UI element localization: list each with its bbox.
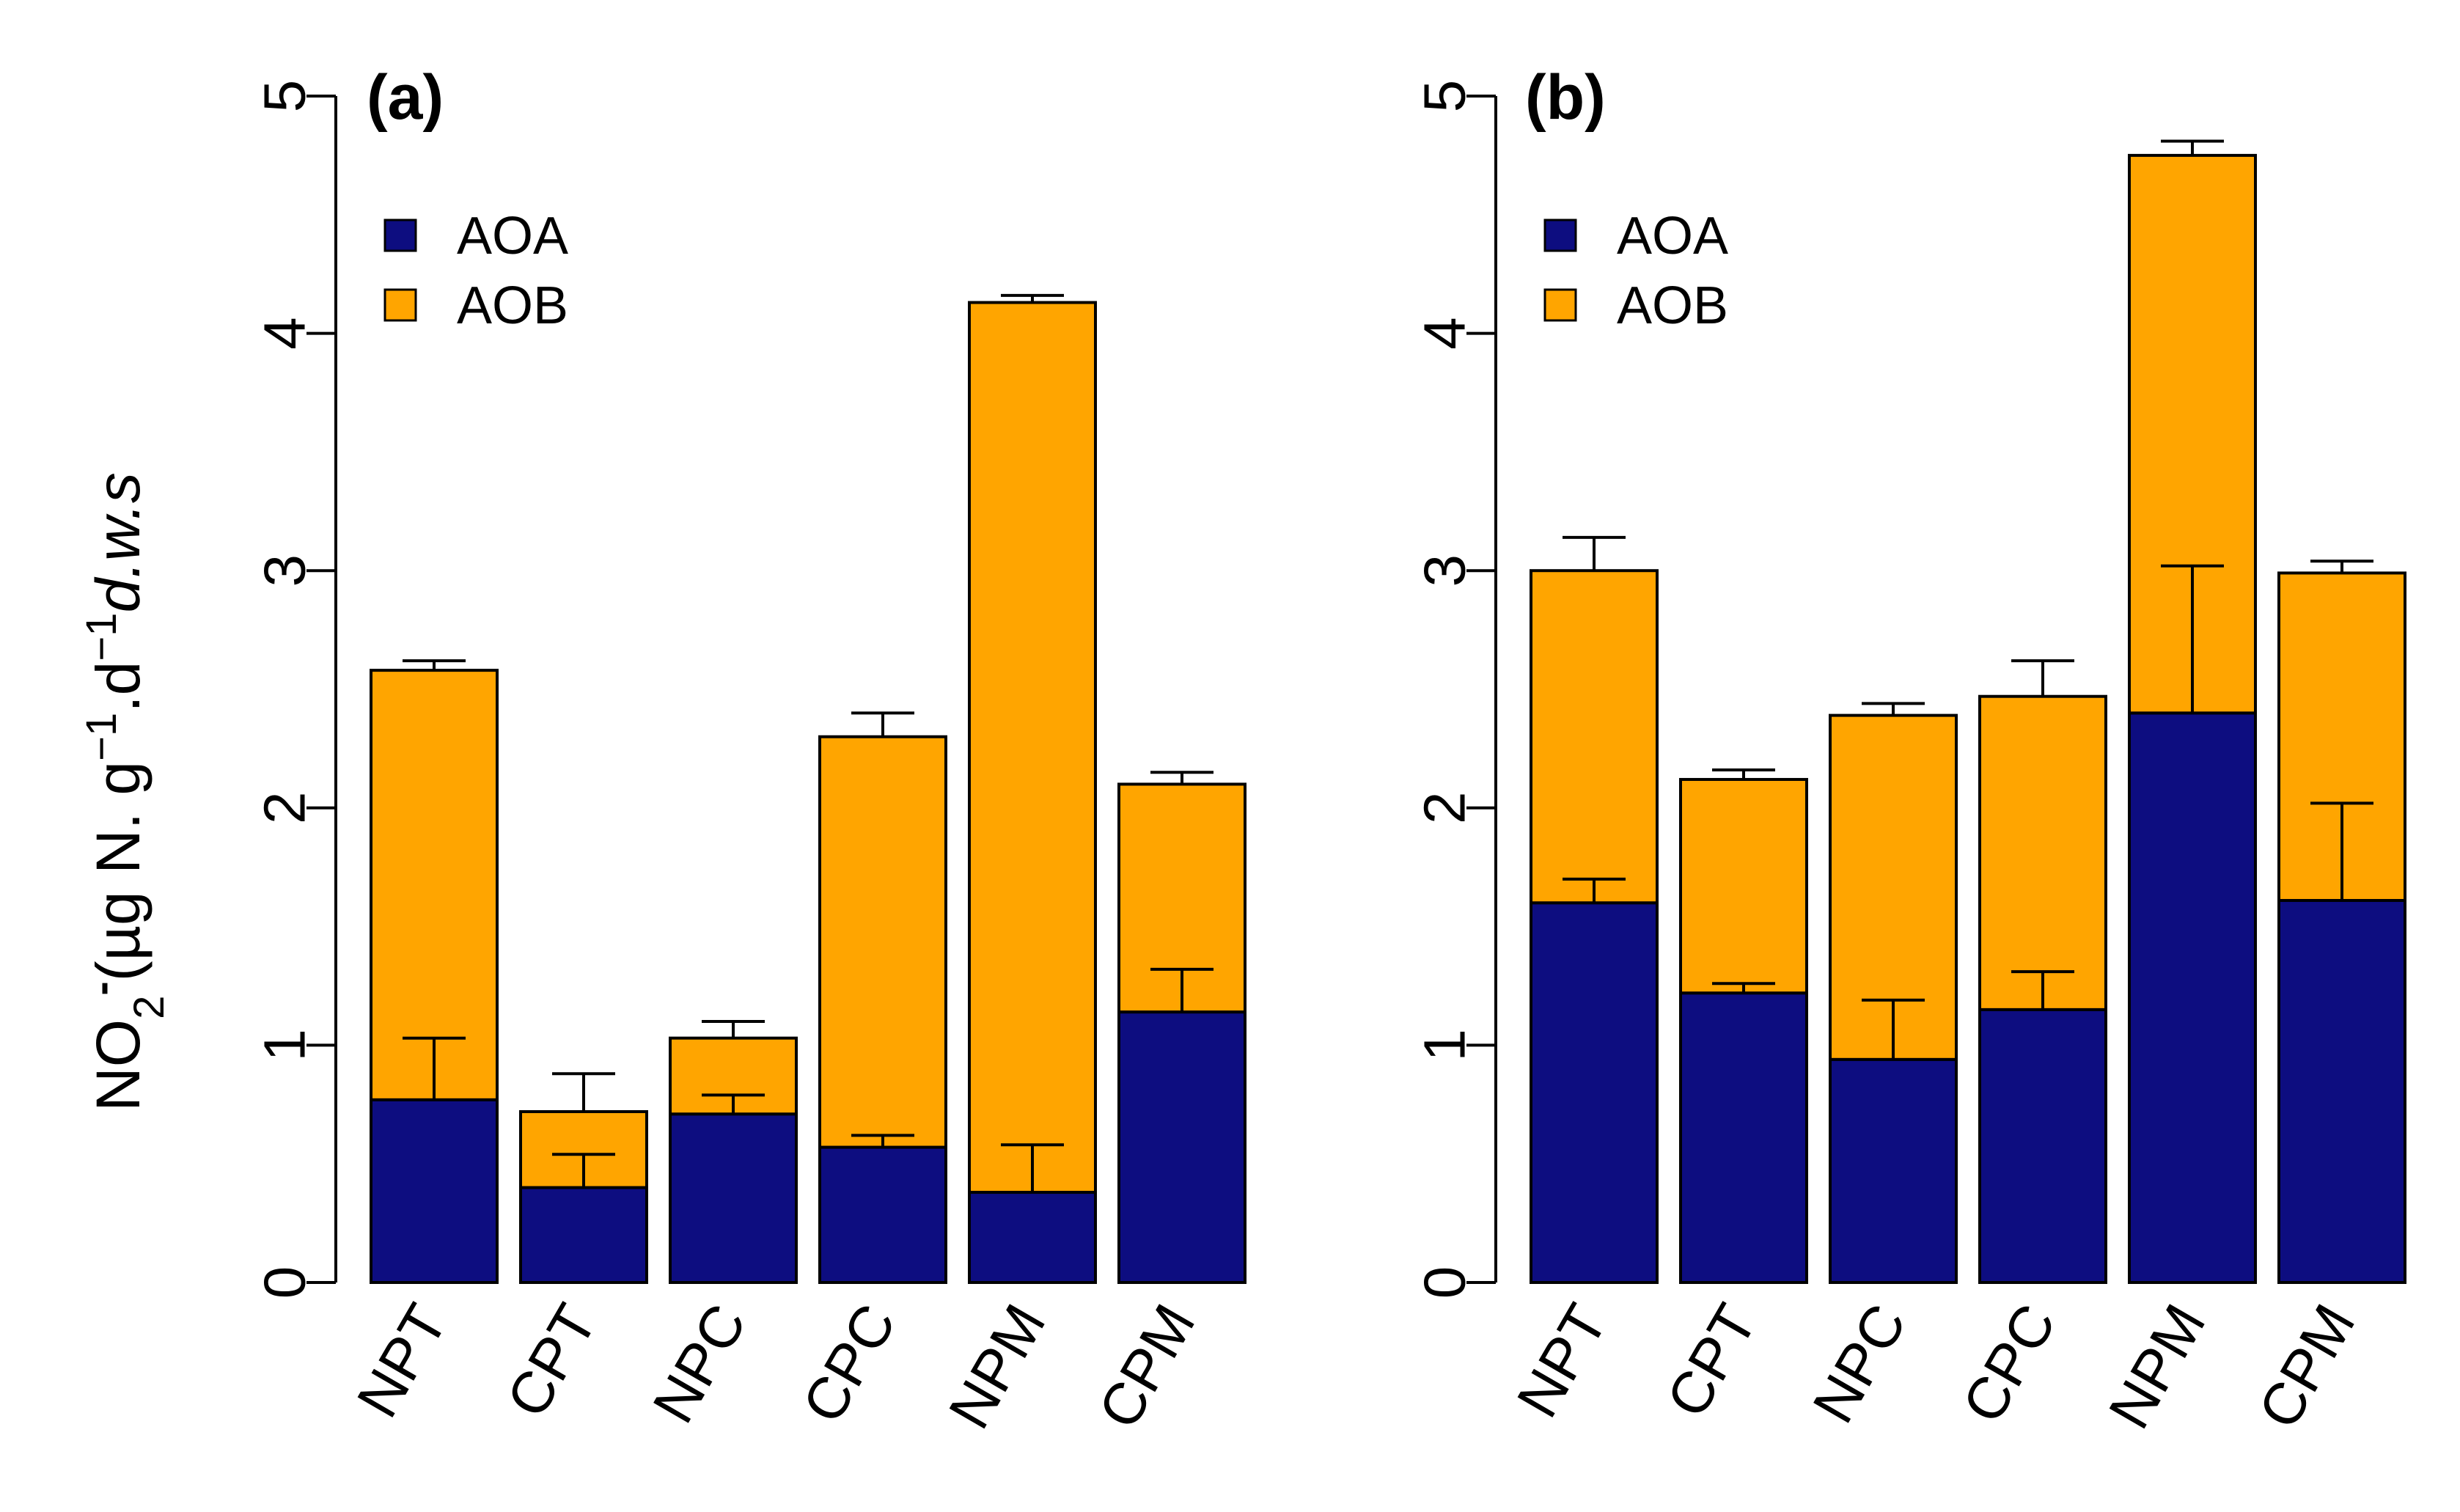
- bar-aoa-cpm: [2277, 899, 2406, 1284]
- panel-label: (a): [367, 62, 444, 133]
- y-tick-label-4: 4: [252, 317, 317, 350]
- bar-aoa-cpc: [818, 1145, 947, 1284]
- bar-aob-npt: [370, 669, 499, 1101]
- category-label-cpc: CPC: [1950, 1293, 2068, 1434]
- y-tick-label-2: 2: [252, 792, 317, 825]
- y-axis-title: NO2-(µg N. g−1.d−1d.w.s: [78, 472, 173, 1112]
- y-tick-label-2: 2: [1412, 792, 1477, 825]
- legend-label-aoa: AOA: [1617, 207, 1728, 265]
- y-tick-label-3: 3: [1412, 554, 1477, 587]
- bar-aob-cpt: [1679, 777, 1808, 995]
- bar-aoa-cpt: [519, 1186, 648, 1285]
- category-label-cpc: CPC: [790, 1293, 908, 1434]
- bar-aob-cpc: [818, 735, 947, 1149]
- y-tick-label-5: 5: [1412, 80, 1477, 113]
- legend-swatch-aoa: [1543, 219, 1577, 252]
- y-tick-label-0: 0: [252, 1266, 317, 1299]
- legend-label-aob: AOB: [1617, 276, 1728, 335]
- bar-aoa-npm: [2128, 711, 2257, 1284]
- bar-aoa-cpc: [1978, 1008, 2107, 1284]
- bar-aob-cpc: [1978, 694, 2107, 1011]
- bar-aoa-cpt: [1679, 991, 1808, 1284]
- y-tick-label-4: 4: [1412, 317, 1477, 350]
- category-label-npc: NPC: [1800, 1293, 1919, 1434]
- legend-label-aoa: AOA: [457, 207, 568, 265]
- y-axis-label: NO2-(µg N. g−1.d−1d.w.s: [78, 472, 173, 1112]
- panel-label: (b): [1525, 62, 1606, 133]
- legend-swatch-aob: [383, 288, 417, 322]
- bar-aoa-npm: [968, 1191, 1097, 1284]
- category-label-npm: NPM: [936, 1293, 1058, 1439]
- y-tick-label-5: 5: [252, 80, 317, 113]
- category-label-npt: NPT: [1505, 1293, 1620, 1428]
- panel-a: NPT CPT NPC CPC NPM CPM 0 1 2 3 4 5 (a) AOA AOB: [252, 62, 1246, 1439]
- legend-swatch-aob: [1543, 288, 1577, 322]
- category-label-cpt: CPT: [494, 1293, 609, 1428]
- category-label-npc: NPC: [640, 1293, 759, 1434]
- category-label-npm: NPM: [2096, 1293, 2218, 1439]
- y-tick-label-1: 1: [1412, 1029, 1477, 1062]
- category-label-cpm: CPM: [2246, 1293, 2368, 1439]
- y-tick-label-3: 3: [252, 554, 317, 587]
- bar-aoa-npc: [1829, 1057, 1958, 1285]
- legend-label-aob: AOB: [457, 276, 568, 335]
- panel-b: NPT CPT NPC CPC NPM CPM 0 1 2 3 4 5 (b) AOA AOB: [1412, 62, 2406, 1439]
- category-label-npt: NPT: [345, 1293, 460, 1428]
- bar-aoa-npt: [1530, 901, 1659, 1284]
- bar-aoa-cpm: [1117, 1010, 1246, 1284]
- category-label-cpt: CPT: [1654, 1293, 1769, 1428]
- bar-aoa-npt: [370, 1098, 499, 1284]
- bar-aob-npt: [1530, 569, 1659, 905]
- bar-aob-npm: [968, 301, 1097, 1194]
- y-tick-label-1: 1: [252, 1029, 317, 1062]
- category-label-cpm: CPM: [1086, 1293, 1208, 1439]
- y-tick-label-0: 0: [1412, 1266, 1477, 1299]
- bar-aoa-npc: [669, 1112, 798, 1285]
- legend-swatch-aoa: [383, 219, 417, 252]
